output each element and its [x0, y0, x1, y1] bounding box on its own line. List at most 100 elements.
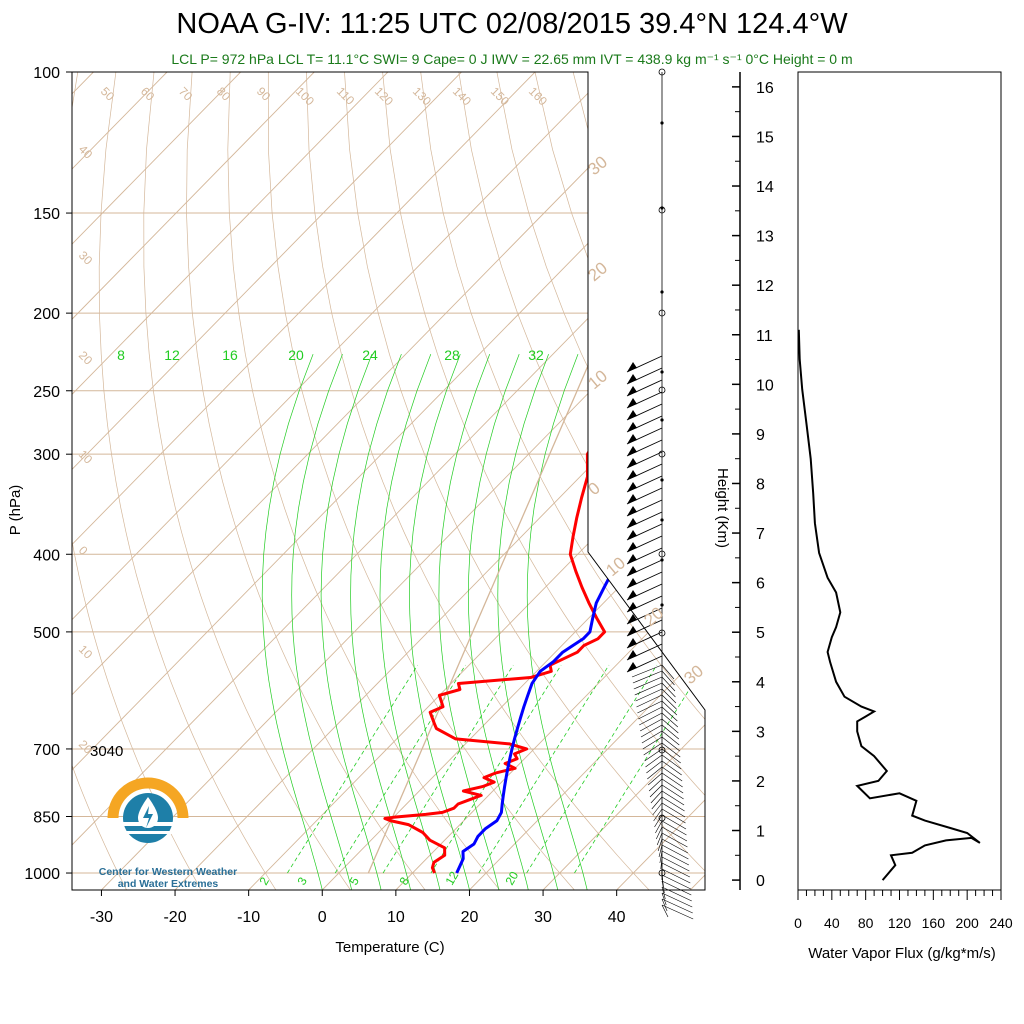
wind-barb-flag — [627, 602, 637, 612]
wind-barb — [661, 736, 680, 752]
isotherm-line — [248, 72, 705, 890]
wind-barb — [652, 802, 663, 816]
barb-dot — [660, 518, 664, 522]
y-tick-label: 100 — [33, 65, 60, 82]
wind-barb — [661, 802, 686, 818]
isotherm-line — [174, 72, 705, 890]
wind-barb — [661, 868, 691, 884]
flux-y-axis-label: Height (Km) — [714, 468, 731, 548]
wind-barb-flag — [627, 650, 637, 660]
mixing-ratio-label-top: 12 — [164, 347, 180, 363]
wind-barb — [637, 700, 663, 714]
wind-barb — [633, 676, 663, 690]
wind-barb — [641, 730, 663, 744]
height-tick-label: 4 — [756, 675, 765, 692]
isotherm-label-left: 30 — [76, 248, 96, 268]
wind-barb — [661, 778, 684, 794]
mixing-ratio-line — [334, 664, 466, 874]
wind-barb — [661, 904, 669, 918]
wind-barb — [646, 760, 663, 774]
barb-dot — [660, 478, 664, 482]
moist-adiabat-line — [497, 353, 559, 890]
isotherm-label-right: 20 — [640, 603, 667, 630]
wind-barb — [638, 706, 663, 720]
dry-adiabat-line — [72, 72, 202, 890]
height-tick-label: 15 — [756, 129, 774, 146]
wind-barb — [661, 724, 679, 740]
wind-barb-flag — [627, 542, 637, 552]
dry-adiabat-line — [610, 72, 705, 890]
isotherm-line — [72, 72, 241, 890]
y-tick-label: 700 — [33, 742, 60, 759]
wind-barb — [639, 712, 663, 726]
dry-adiabat-line — [186, 72, 426, 890]
x-tick-label: 0 — [318, 909, 327, 926]
flux-x-axis-label: Water Vapor Flux (g/kg*m/s) — [808, 945, 996, 962]
mixing-ratio-label-top: 32 — [528, 347, 544, 363]
chart-title: NOAA G-IV: 11:25 UTC 02/08/2015 39.4°N 1… — [176, 8, 848, 40]
barb-dot — [660, 370, 664, 374]
wind-barb — [643, 742, 663, 756]
x-tick-label: 40 — [608, 909, 626, 926]
wind-barb — [661, 850, 690, 866]
logo-text: Center for Western Weather and Water Ext… — [88, 866, 248, 890]
y-tick-label: 150 — [33, 206, 60, 223]
wind-barb — [661, 886, 666, 900]
barb-circle — [658, 550, 666, 558]
isotherm-label-top: 150 — [488, 84, 512, 108]
mixing-ratio-label-top: 20 — [288, 347, 304, 363]
mixing-ratio-line — [526, 664, 658, 874]
isotherm-line — [101, 72, 705, 890]
wind-barb-flag — [627, 518, 637, 528]
flux-x-tick-label: 0 — [794, 915, 802, 931]
wind-barb — [647, 766, 663, 780]
wind-barb — [631, 664, 663, 678]
dry-adiabat-line — [878, 72, 1024, 890]
isotherm-label-top: 140 — [450, 84, 474, 108]
wind-barb-flag — [627, 614, 637, 624]
wind-barb — [661, 676, 676, 692]
height-tick-label: 16 — [756, 80, 774, 97]
isotherm-line — [72, 72, 609, 890]
chart-subtitle: LCL P= 972 hPa LCL T= 11.1°C SWI= 9 Cape… — [171, 51, 853, 67]
wind-barb — [636, 694, 663, 708]
wind-barb-flag — [627, 362, 637, 372]
wind-barb-flag — [627, 506, 637, 516]
isotherm-label-top: 100 — [293, 84, 317, 108]
wind-barb-flag — [627, 410, 637, 420]
wind-barb-flag — [627, 386, 637, 396]
dry-adiabat-line — [916, 72, 1024, 890]
dry-adiabat-line — [572, 72, 705, 890]
x-tick-label: -10 — [237, 909, 260, 926]
logo-wave-2 — [115, 831, 181, 834]
dry-adiabat-line — [764, 72, 1024, 890]
wind-barb — [661, 712, 679, 728]
wind-barb — [661, 772, 683, 788]
wind-barb — [634, 682, 663, 696]
flux-x-tick-label: 80 — [858, 915, 874, 931]
mixing-ratio-label-bottom: 3 — [294, 874, 310, 887]
x-tick-label: -20 — [163, 909, 186, 926]
wind-barb-flag — [627, 470, 637, 480]
dry-adiabat-line — [458, 72, 705, 890]
height-tick-label: 0 — [756, 873, 765, 890]
wind-barb — [661, 898, 668, 912]
dry-adiabat-line — [802, 72, 1024, 890]
isotherm-label-top: 50 — [98, 84, 118, 104]
wind-barb — [661, 682, 676, 698]
wind-barb — [660, 856, 663, 870]
wind-barb — [648, 772, 663, 786]
wind-barb — [648, 778, 663, 792]
height-tick-label: 7 — [756, 526, 765, 543]
annotation-3040: 3040 — [90, 743, 123, 760]
wind-barb-flag — [627, 566, 637, 576]
wind-barb — [654, 814, 663, 828]
moist-adiabat-line — [409, 353, 470, 890]
isotherm-line — [72, 72, 705, 890]
isotherm-line — [469, 72, 705, 890]
wind-barb-flag — [627, 446, 637, 456]
mixing-ratio-label-bottom: 5 — [346, 874, 362, 887]
wind-barb — [661, 706, 678, 722]
height-tick-label: 10 — [756, 377, 774, 394]
wind-barb-flag — [627, 398, 637, 408]
